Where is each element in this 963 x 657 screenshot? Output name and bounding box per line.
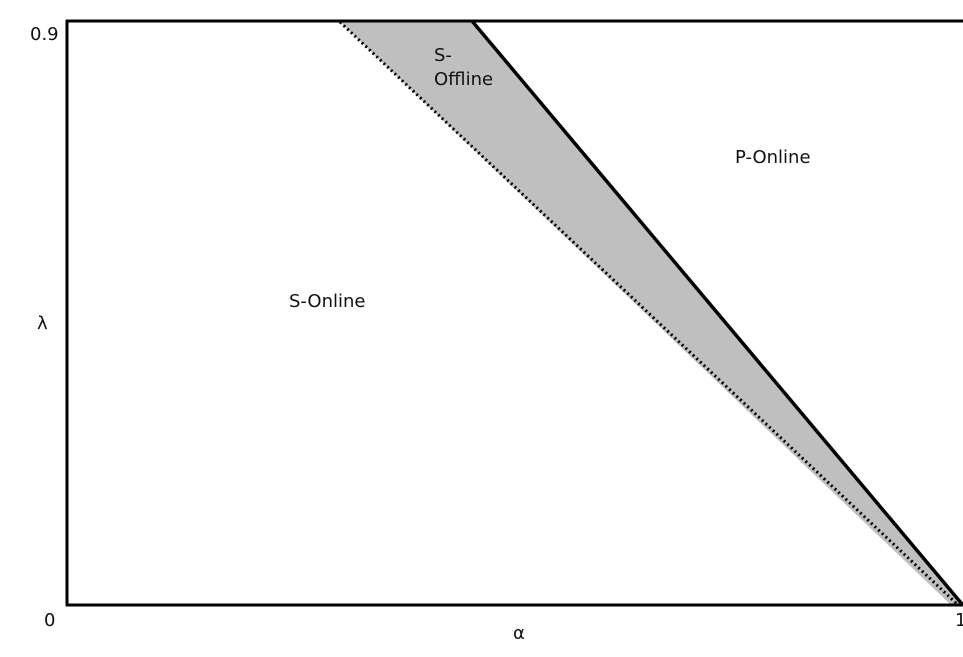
x-tick-right: 1 bbox=[955, 610, 963, 631]
dotted-boundary-line bbox=[338, 20, 959, 606]
s-offline-label-line2: Offline bbox=[434, 69, 494, 91]
x-axis-label: α bbox=[513, 623, 525, 644]
y-tick-top: 0.9 bbox=[30, 24, 59, 45]
y-axis-label: λ bbox=[37, 313, 48, 334]
solid-boundary-line bbox=[470, 19, 963, 606]
s-offline-label-line1: S- bbox=[434, 45, 452, 66]
y-tick-bottom: 0 bbox=[44, 610, 56, 631]
s-online-label: S-Online bbox=[289, 291, 366, 312]
p-online-label: P-Online bbox=[735, 147, 811, 168]
s-offline-label: S- Offline bbox=[434, 44, 493, 93]
s-offline-region bbox=[340, 22, 962, 604]
